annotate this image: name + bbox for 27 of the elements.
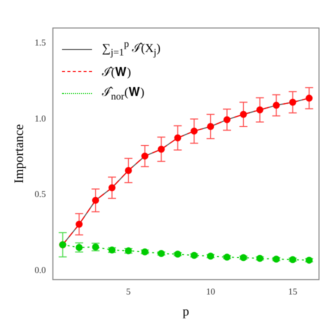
y-tick-label: 0.5 — [34, 189, 46, 200]
x-tick-label: 10 — [206, 286, 216, 296]
point — [306, 94, 313, 102]
point — [289, 98, 296, 106]
x-tick-label: 15 — [288, 286, 298, 296]
point — [76, 220, 83, 228]
legend-label: ℐ̂$_{nor}$(𝐖) — [102, 84, 144, 103]
point — [124, 166, 132, 174]
legend-label: ∑$_{j=1}$$^{p}$ ℐ̂(X$_{j}$) — [102, 39, 160, 59]
y-axis-title: Importance — [11, 124, 26, 184]
point — [240, 110, 247, 118]
point — [158, 146, 165, 153]
y-tick-label: 0.0 — [34, 264, 46, 275]
point — [92, 196, 100, 204]
point — [174, 134, 182, 142]
legend-label: ℐ̂(𝐖) — [102, 64, 131, 80]
point — [141, 152, 148, 160]
point — [108, 184, 116, 192]
x-axis-title: p — [182, 304, 190, 319]
point — [207, 123, 214, 130]
y-tick-label: 1.5 — [34, 38, 46, 48]
point — [224, 116, 230, 124]
point — [190, 128, 198, 135]
y-tick-label: 1.0 — [34, 113, 46, 124]
x-tick-label: 5 — [126, 286, 132, 296]
point — [272, 102, 280, 109]
point — [256, 106, 264, 114]
